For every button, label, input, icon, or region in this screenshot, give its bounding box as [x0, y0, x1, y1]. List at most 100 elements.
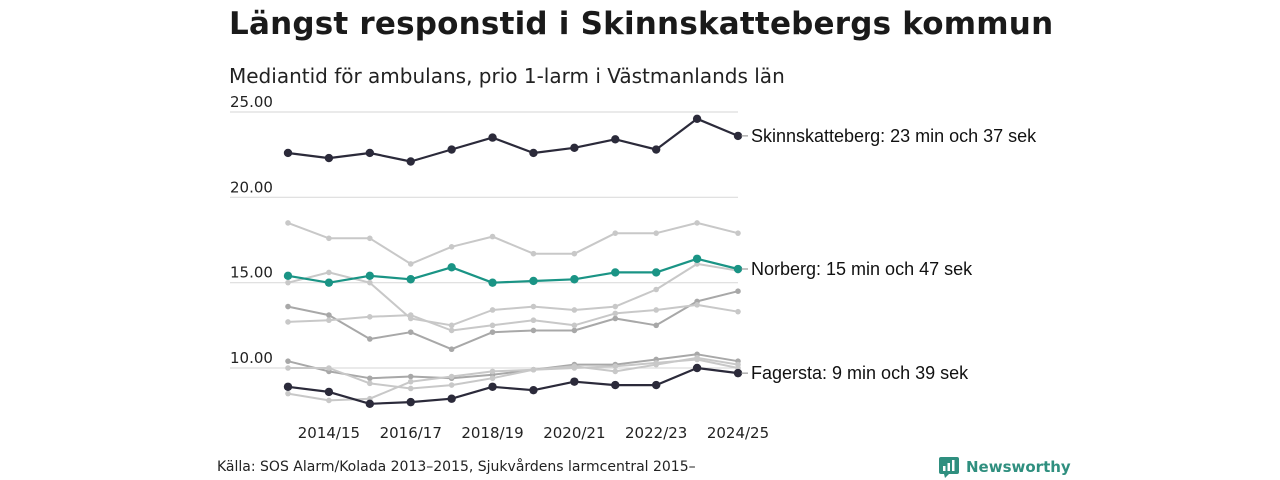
data-point	[489, 368, 496, 375]
data-point	[448, 322, 455, 329]
chart-title: Längst responstid i Skinnskattebergs kom…	[229, 6, 1054, 42]
data-point	[488, 278, 497, 287]
x-tick-label: 2020/21	[543, 424, 605, 442]
data-point	[735, 308, 741, 315]
grid-layer	[230, 111, 738, 369]
data-point	[570, 143, 579, 153]
data-point	[571, 327, 578, 334]
data-point	[489, 322, 496, 329]
data-point	[489, 329, 496, 335]
data-point	[653, 307, 659, 313]
series-line	[287, 303, 739, 332]
data-point	[570, 275, 579, 284]
series-line	[287, 353, 739, 380]
data-point	[326, 365, 332, 371]
data-point	[612, 363, 619, 370]
data-point	[530, 303, 537, 310]
x-tick-label: 2016/17	[380, 424, 442, 442]
x-tick-label: 2018/19	[461, 424, 523, 442]
data-point	[448, 244, 455, 250]
data-point	[570, 377, 579, 386]
data-point	[692, 114, 702, 124]
data-point	[489, 307, 496, 313]
series-bg2	[285, 261, 741, 329]
data-point	[489, 233, 496, 240]
data-point	[571, 322, 578, 329]
series-line	[287, 358, 739, 402]
data-point	[326, 235, 332, 242]
data-point	[735, 230, 741, 236]
data-point	[529, 385, 538, 395]
y-tick-label: 20.00	[230, 178, 273, 196]
data-point	[407, 261, 414, 267]
series-bg1	[285, 220, 741, 267]
series-line	[287, 257, 739, 284]
data-point	[407, 329, 414, 335]
data-point	[651, 145, 661, 154]
data-point	[694, 220, 700, 226]
data-point	[653, 286, 659, 293]
data-point	[324, 278, 334, 287]
data-point	[367, 235, 373, 242]
series-line	[288, 356, 739, 390]
data-point	[733, 131, 743, 141]
series-norberg	[283, 254, 743, 287]
data-point	[612, 230, 619, 236]
data-point	[488, 133, 497, 142]
data-point	[448, 373, 455, 380]
series-bg6	[285, 354, 741, 392]
data-point	[612, 368, 619, 375]
data-point	[283, 148, 293, 158]
data-point	[692, 363, 702, 373]
data-point	[285, 390, 291, 397]
y-tick-label: 25.00	[230, 93, 273, 111]
data-point	[326, 317, 332, 324]
data-point	[612, 310, 619, 317]
data-point	[367, 279, 373, 286]
data-point	[488, 382, 497, 391]
series-fagersta	[283, 363, 743, 409]
data-point	[365, 271, 375, 281]
background-series	[285, 220, 741, 404]
data-point	[653, 322, 659, 329]
data-point	[326, 312, 332, 318]
data-point	[406, 157, 415, 166]
data-point	[571, 307, 578, 313]
data-point	[611, 135, 620, 144]
series-line	[287, 262, 739, 327]
data-point	[447, 263, 456, 272]
series-label: Norberg: 15 min och 47 sek	[751, 259, 973, 279]
data-point	[448, 327, 455, 334]
data-point	[571, 365, 578, 371]
data-point	[448, 382, 455, 388]
data-point	[285, 303, 291, 310]
data-point	[326, 269, 332, 276]
data-point	[367, 375, 373, 382]
x-axis-ticks: 2014/15 2016/17 2018/19 2020/21 2022/23 2024/…	[298, 424, 769, 442]
brand-name: Newsworthy	[966, 458, 1071, 476]
series-bg3	[285, 288, 741, 353]
series-line	[287, 290, 739, 351]
data-point	[367, 336, 373, 342]
data-point	[406, 397, 415, 407]
data-point	[283, 271, 293, 281]
data-point	[406, 275, 415, 284]
data-point	[529, 148, 538, 158]
series-bg7	[285, 356, 741, 404]
data-point	[651, 268, 661, 277]
data-point	[530, 317, 537, 324]
data-point	[653, 360, 659, 366]
data-point	[692, 254, 702, 263]
data-point	[571, 250, 578, 257]
data-point	[326, 397, 332, 404]
data-point	[489, 375, 496, 382]
newsworthy-logo[interactable]: Newsworthy	[938, 456, 1071, 478]
data-point	[447, 394, 456, 403]
data-point	[407, 312, 414, 318]
x-tick-label: 2024/25	[707, 424, 769, 442]
x-tick-label: 2014/15	[298, 424, 360, 442]
data-point	[407, 373, 414, 380]
y-tick-label: 10.00	[230, 349, 273, 367]
data-point	[651, 380, 661, 390]
